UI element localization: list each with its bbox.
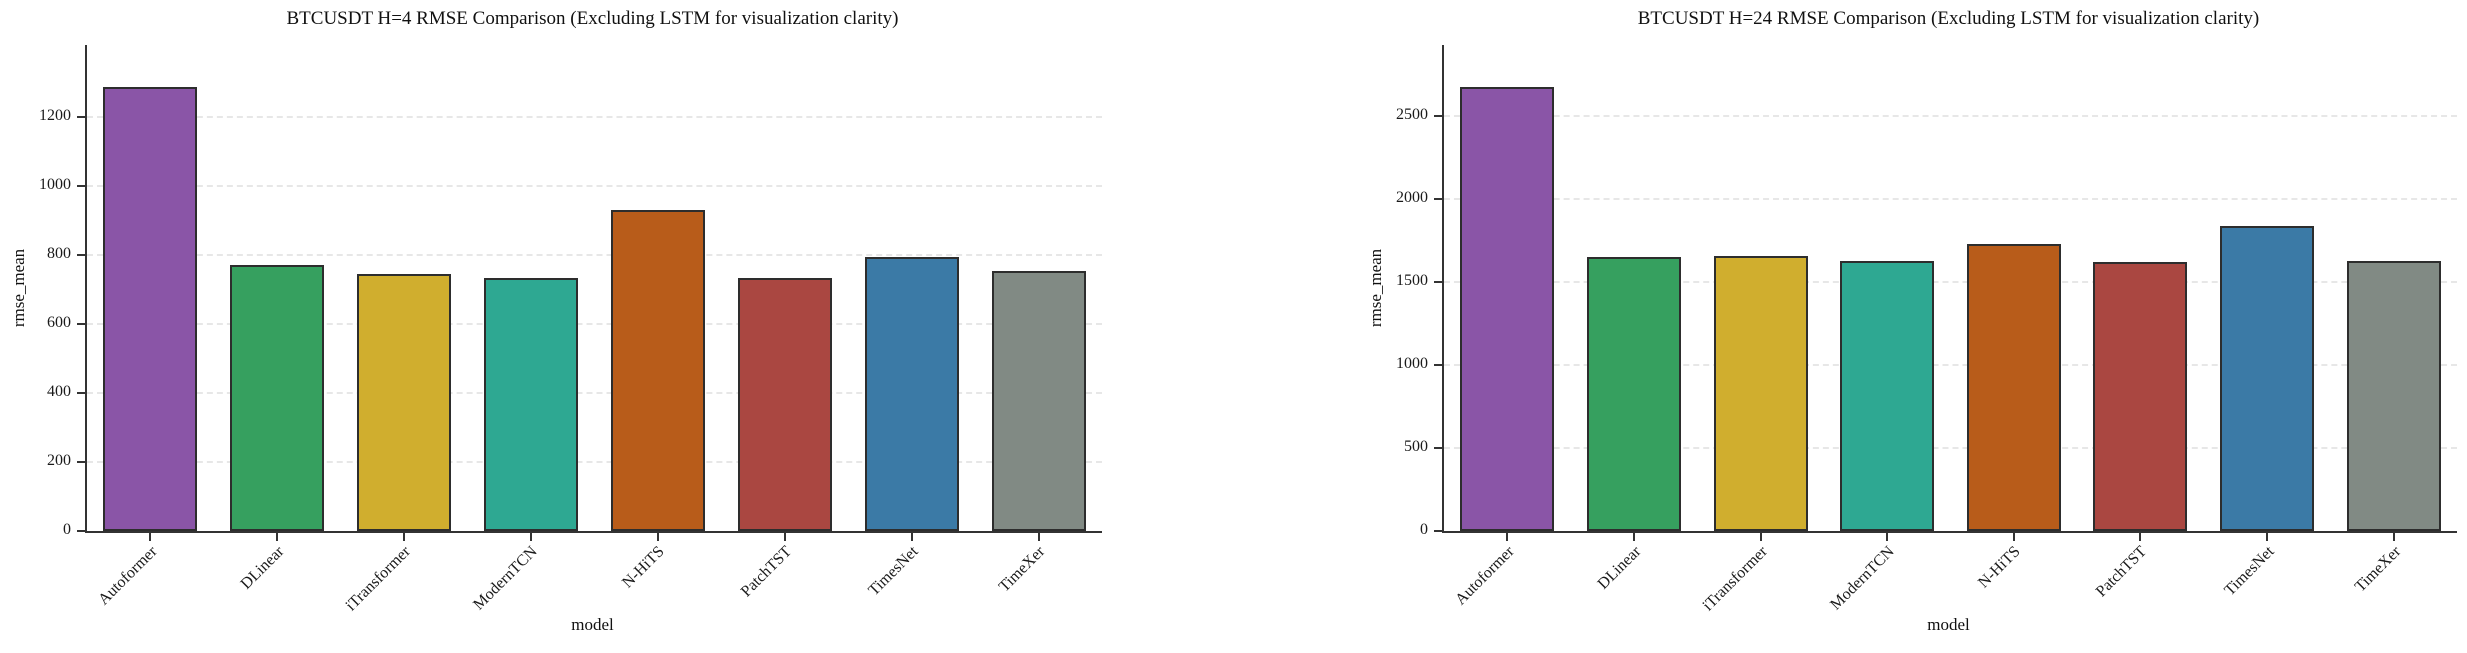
x-tick-mark: [1632, 533, 1635, 541]
y-gridline: [87, 116, 1102, 119]
bar-autoformer: [1460, 87, 1554, 531]
bar-autoformer: [103, 87, 197, 531]
y-tick-label: 600: [47, 314, 71, 332]
bar-patchtst: [2093, 262, 2187, 531]
y-tick-mark: [1434, 446, 1442, 449]
bar-n-hits: [611, 210, 705, 531]
x-tick-mark: [1886, 533, 1889, 541]
y-tick-label: 0: [63, 521, 71, 539]
x-tick-label: PatchTST: [737, 543, 795, 601]
y-tick-mark: [77, 392, 85, 395]
x-tick-label: iTransformer: [342, 543, 415, 615]
x-tick-label: TimeXer: [996, 543, 1049, 596]
y-tick-label: 200: [47, 452, 71, 470]
bar-timesnet: [2220, 226, 2314, 531]
plot-area: 0 500 1000 1500 2000 2500 Autoformer DLinear iTr…: [1396, 45, 2457, 614]
y-gridline: [87, 323, 1102, 326]
bar-patchtst: [738, 278, 832, 531]
bar-timexer: [992, 271, 1086, 531]
plot-area: 0 200 400 600 800 1000 1200 Autoformer DLinear iT…: [39, 45, 1102, 614]
x-tick-label: N-HiTS: [1975, 543, 2024, 592]
x-tick-mark: [1037, 533, 1040, 541]
y-gridline: [1444, 114, 2457, 117]
bar-timesnet: [865, 257, 959, 531]
y-tick-mark: [77, 185, 85, 188]
x-axis-label: model: [1927, 615, 1970, 634]
chart-h4: BTCUSDT H=4 RMSE Comparison (Excluding L…: [9, 8, 1102, 634]
x-tick-mark: [1506, 533, 1509, 541]
y-tick-mark: [1434, 114, 1442, 117]
x-axis-label: model: [571, 615, 614, 634]
x-tick-mark: [783, 533, 786, 541]
bar-moderntcn: [1840, 261, 1934, 531]
chart-h24: BTCUSDT H=24 RMSE Comparison (Excluding …: [1234, 0, 2467, 653]
bar-dlinear: [230, 265, 324, 531]
y-tick-mark: [77, 116, 85, 119]
y-tick-label: 0: [1420, 521, 1428, 539]
y-tick-label: 2000: [1396, 188, 1428, 206]
y-gridline: [87, 254, 1102, 257]
x-tick-mark: [276, 533, 279, 541]
bar-n-hits: [1967, 244, 2061, 531]
y-gridline: [1444, 363, 2457, 366]
x-tick-label: iTransformer: [1699, 543, 1771, 615]
x-tick-mark: [656, 533, 659, 541]
x-tick-label: TimesNet: [2220, 543, 2278, 600]
x-tick-mark: [2139, 533, 2142, 541]
y-axis-label: rmse_mean: [1366, 248, 1385, 328]
y-tick-label: 1000: [39, 176, 71, 194]
x-tick-label: N-HiTS: [619, 543, 668, 592]
bar-dlinear: [1587, 257, 1681, 531]
x-tick-mark: [2392, 533, 2395, 541]
x-tick-mark: [149, 533, 152, 541]
x-tick-label: Autoformer: [1451, 543, 1518, 609]
y-gridline: [87, 392, 1102, 395]
y-tick-label: 500: [1404, 438, 1428, 456]
x-tick-label: PatchTST: [2093, 543, 2151, 601]
y-tick-label: 800: [47, 245, 71, 263]
x-tick-mark: [530, 533, 533, 541]
y-gridline: [1444, 446, 2457, 449]
y-gridline: [1444, 197, 2457, 200]
y-tick-mark: [1434, 530, 1442, 532]
y-tick-label: 400: [47, 383, 71, 401]
x-tick-label: DLinear: [237, 543, 288, 593]
y-axis-label: rmse_mean: [9, 248, 28, 328]
x-tick-label: ModernTCN: [470, 543, 542, 614]
x-tick-mark: [1759, 533, 1762, 541]
chart-title: BTCUSDT H=4 RMSE Comparison (Excluding L…: [286, 8, 899, 29]
chart-title: BTCUSDT H=24 RMSE Comparison (Excluding …: [1637, 8, 2260, 29]
x-tick-mark: [2012, 533, 2015, 541]
x-tick-label: DLinear: [1594, 543, 1644, 593]
x-tick-mark: [2266, 533, 2269, 541]
y-tick-mark: [1434, 197, 1442, 200]
bar-itransformer: [1714, 256, 1808, 531]
x-tick-label: ModernTCN: [1826, 543, 1898, 614]
y-tick-mark: [77, 461, 85, 464]
x-tick-label: TimesNet: [865, 543, 922, 600]
x-tick-mark: [910, 533, 913, 541]
x-tick-label: TimeXer: [2351, 543, 2404, 596]
y-tick-label: 1000: [1396, 354, 1428, 372]
y-gridline: [1444, 280, 2457, 283]
y-tick-mark: [1434, 363, 1442, 366]
y-tick-label: 1500: [1396, 271, 1428, 289]
y-tick-mark: [77, 530, 85, 532]
y-tick-label: 1200: [39, 107, 71, 125]
bar-moderntcn: [484, 278, 578, 531]
y-tick-mark: [1434, 280, 1442, 283]
bar-timexer: [2347, 261, 2441, 531]
y-tick-mark: [77, 254, 85, 257]
bar-itransformer: [357, 274, 451, 531]
x-tick-label: Autoformer: [95, 543, 161, 609]
y-gridline: [87, 185, 1102, 188]
y-gridline: [87, 461, 1102, 464]
y-tick-label: 2500: [1396, 105, 1428, 123]
y-tick-mark: [77, 323, 85, 326]
x-tick-mark: [403, 533, 406, 541]
